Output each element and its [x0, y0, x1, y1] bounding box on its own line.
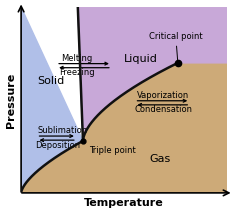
- Polygon shape: [21, 7, 83, 193]
- Text: Vaporization: Vaporization: [137, 91, 189, 100]
- Text: Liquid: Liquid: [124, 54, 158, 64]
- Text: Gas: Gas: [149, 155, 170, 164]
- Text: Freezing: Freezing: [59, 68, 95, 77]
- Text: Condensation: Condensation: [134, 105, 192, 114]
- Polygon shape: [21, 63, 227, 193]
- X-axis label: Temperature: Temperature: [84, 198, 164, 208]
- Text: Melting: Melting: [61, 54, 93, 63]
- Polygon shape: [78, 7, 227, 141]
- Text: Sublimation: Sublimation: [38, 126, 88, 135]
- Y-axis label: Pressure: Pressure: [6, 72, 16, 128]
- Text: Deposition: Deposition: [35, 141, 80, 150]
- Text: Critical point: Critical point: [149, 32, 203, 60]
- Text: Solid: Solid: [38, 76, 65, 86]
- Text: Triple point: Triple point: [89, 146, 136, 155]
